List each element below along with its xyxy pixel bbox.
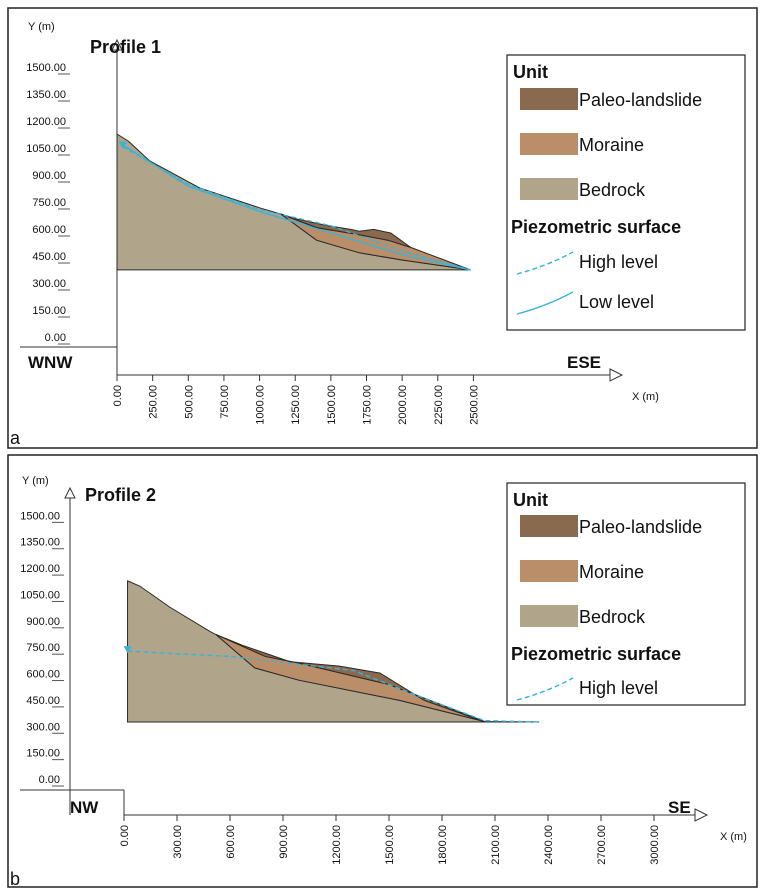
y-axis-label: Y (m): [22, 475, 49, 487]
y-tick-label: 900.00: [32, 170, 66, 182]
legend-swatch: [520, 560, 578, 582]
axis-arrow: [694, 808, 709, 822]
x-tick-label: 1500.00: [326, 385, 338, 425]
x-axis-label: X (m): [632, 391, 659, 403]
x-tick-label: 1200.00: [331, 825, 343, 865]
y-tick-label: 450.00: [32, 251, 66, 263]
legend-swatch: [520, 178, 578, 200]
legend-label: High level: [579, 252, 658, 272]
piezometric-line: [127, 650, 540, 723]
unit-area: [215, 634, 485, 722]
x-tick-label: 250.00: [148, 385, 160, 419]
y-tick-label: 300.00: [32, 278, 66, 290]
legend-label: Low level: [579, 292, 654, 312]
legend-label: Bedrock: [579, 180, 646, 200]
legend-swatch: [520, 133, 578, 155]
x-tick-label: 2400.00: [543, 825, 555, 865]
x-tick-label: 2700.00: [596, 825, 608, 865]
x-tick-label: 1500.00: [384, 825, 396, 865]
panel-label: b: [10, 869, 20, 889]
panel-frame: [7, 454, 758, 888]
y-tick-label: 900.00: [26, 616, 60, 628]
y-tick-label: 750.00: [26, 642, 60, 654]
x-tick-label: 300.00: [172, 825, 184, 859]
y-tick-label: 1200.00: [26, 116, 66, 128]
y-tick-label: 1200.00: [20, 563, 60, 575]
x-tick-label: 500.00: [183, 385, 195, 419]
y-tick-label: 1050.00: [26, 143, 66, 155]
legend-title: Piezometric surface: [511, 644, 681, 664]
legend-label: Paleo-landslide: [579, 517, 702, 537]
level-marker: [123, 646, 132, 654]
unit-area: [127, 580, 540, 723]
direction-label: SE: [668, 798, 691, 817]
x-tick-label: 600.00: [225, 825, 237, 859]
x-tick-label: 2500.00: [468, 385, 480, 425]
axis-arrow: [609, 368, 624, 382]
legend-title: Unit: [513, 490, 548, 510]
y-axis-label: Y (m): [28, 21, 55, 33]
direction-label: NW: [70, 798, 99, 817]
chart-title: Profile 1: [90, 37, 161, 57]
x-tick-label: 0.00: [119, 825, 131, 846]
x-tick-label: 750.00: [219, 385, 231, 419]
panel-label: a: [10, 428, 21, 448]
level-marker: [118, 141, 127, 149]
y-tick-label: 0.00: [45, 332, 66, 344]
x-tick-label: 2100.00: [490, 825, 502, 865]
legend-label: Bedrock: [579, 607, 646, 627]
y-tick-label: 600.00: [32, 224, 66, 236]
x-tick-label: 1000.00: [255, 385, 267, 425]
y-tick-label: 300.00: [26, 721, 60, 733]
chart-title: Profile 2: [85, 485, 156, 505]
legend-swatch: [520, 605, 578, 627]
x-axis-label: X (m): [720, 831, 747, 843]
y-tick-label: 1500.00: [26, 62, 66, 74]
axis-arrow: [64, 486, 76, 499]
y-tick-label: 600.00: [26, 669, 60, 681]
x-tick-label: 900.00: [278, 825, 290, 859]
piezometric-line: [122, 144, 471, 271]
legend-label: Moraine: [579, 135, 644, 155]
legend-label: Paleo-landslide: [579, 90, 702, 110]
legend-swatch: [520, 88, 578, 110]
y-tick-label: 0.00: [39, 774, 60, 786]
y-tick-label: 1500.00: [20, 510, 60, 522]
legend-title: Piezometric surface: [511, 217, 681, 237]
direction-label: WNW: [28, 353, 73, 372]
x-tick-label: 1750.00: [362, 385, 374, 425]
axis-arrow: [111, 38, 123, 51]
panel-frame: [7, 7, 758, 449]
x-tick-label: 0.00: [112, 385, 124, 406]
piezometric-line: [122, 145, 471, 271]
legend-title: Unit: [513, 62, 548, 82]
direction-label: ESE: [567, 353, 601, 372]
x-tick-label: 2250.00: [433, 385, 445, 425]
y-tick-label: 1350.00: [26, 89, 66, 101]
legend-label: High level: [579, 678, 658, 698]
y-tick-label: 1050.00: [20, 589, 60, 601]
legend-line: [516, 291, 574, 315]
legend-swatch: [520, 515, 578, 537]
x-tick-label: 1800.00: [437, 825, 449, 865]
legend-label: Moraine: [579, 562, 644, 582]
y-tick-label: 150.00: [32, 305, 66, 317]
x-tick-label: 3000.00: [649, 825, 661, 865]
y-tick-label: 150.00: [26, 748, 60, 760]
y-tick-label: 1350.00: [20, 537, 60, 549]
y-tick-label: 450.00: [26, 695, 60, 707]
y-tick-label: 750.00: [32, 197, 66, 209]
x-tick-label: 1250.00: [290, 385, 302, 425]
x-tick-label: 2000.00: [397, 385, 409, 425]
